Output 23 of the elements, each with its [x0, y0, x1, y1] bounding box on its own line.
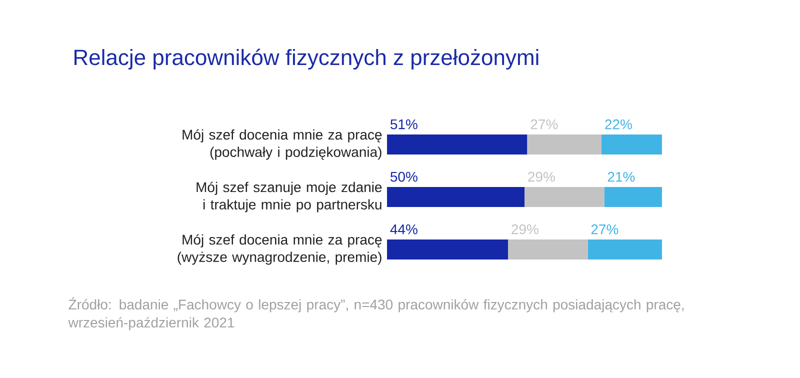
y-tick-label: Mój szef docenia mnie za pracę (wyższe wynagrodzenie, premie) — [178, 234, 382, 265]
data-label: 51% — [390, 119, 418, 130]
bar — [387, 186, 524, 207]
bar — [588, 239, 662, 260]
bar — [508, 239, 588, 260]
chart-title: Relacje pracowników fizycznych z przełożonymi — [74, 48, 538, 70]
text: Źródło: badanie „Fachowcy o lepszej pracy”, n=430 pracowników fizycznych posiadających pracę, wrzesień-październik 2021 — [68, 297, 684, 330]
bar — [524, 186, 604, 207]
data-label: 29% — [512, 224, 538, 234]
data-label: 22% — [605, 119, 632, 130]
data-label: 44% — [390, 224, 418, 234]
data-label: 27% — [591, 224, 618, 234]
data-label: 21% — [608, 172, 635, 182]
data-label: 50% — [390, 172, 418, 182]
data-label: 27% — [530, 119, 558, 130]
y-tick-label: Mój szef docenia mnie za pracę (pochwały i podziękowania) — [182, 129, 382, 160]
y-tick-label: Mój szef szanuje moje zdanie i traktuje mnie po partnersku — [196, 182, 382, 212]
bar — [387, 239, 508, 260]
data-label: 29% — [528, 172, 555, 182]
bar — [387, 134, 528, 154]
bar — [601, 134, 662, 154]
bar — [604, 186, 662, 207]
bar — [527, 134, 602, 154]
